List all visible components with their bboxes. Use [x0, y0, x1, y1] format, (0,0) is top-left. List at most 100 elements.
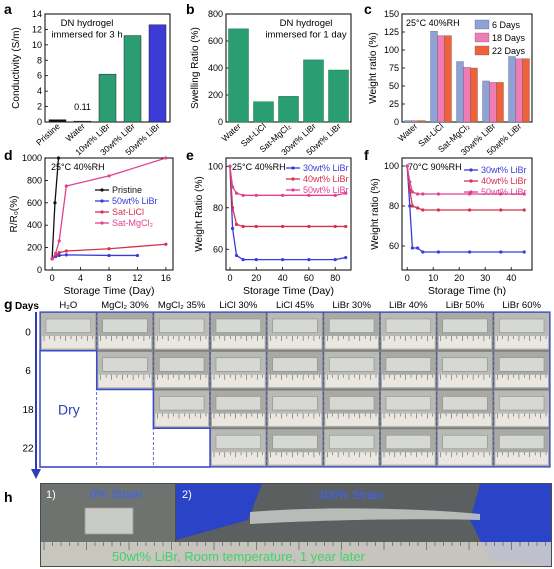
photo-caption: 50wt% LiBr, Room temperature, 1 year lat… — [112, 549, 366, 564]
x-tick-label: 10 — [428, 273, 438, 283]
legend-marker — [100, 199, 104, 203]
x-tick-label: 20 — [454, 273, 464, 283]
legend-marker — [100, 221, 104, 225]
y-tick-label: 50 — [389, 81, 399, 91]
annotation: 25°C 40%RH — [51, 162, 105, 172]
panel-letter: f — [364, 147, 369, 163]
legend-swatch — [474, 32, 490, 43]
data-point — [436, 250, 440, 254]
y-tick-label: 60 — [389, 241, 399, 251]
bar — [303, 59, 324, 123]
column-header: H₂O — [59, 300, 77, 311]
hydrogel-sample — [442, 434, 488, 450]
y-tick-label: 600 — [27, 198, 42, 208]
data-point — [468, 250, 472, 254]
bar — [482, 80, 490, 123]
panel-letter: g — [4, 296, 13, 312]
data-point — [421, 250, 425, 254]
series-line — [51, 158, 60, 259]
annotation: 25°C 40%RH — [406, 18, 460, 28]
bar — [328, 69, 349, 123]
hydrogel-sample — [385, 357, 431, 372]
data-point — [307, 224, 311, 229]
data-point — [344, 255, 348, 260]
hydrogel-sample — [102, 318, 148, 333]
legend-marker — [291, 188, 295, 192]
bar — [418, 120, 426, 123]
bar — [522, 58, 530, 123]
hydrogel-sample — [215, 357, 261, 372]
y-axis-label: Swelling Ratio (%) — [190, 27, 201, 109]
bar — [430, 31, 438, 123]
y-tick-label: 12 — [32, 24, 42, 34]
data-point — [254, 193, 258, 197]
x-tick-label: 40 — [506, 273, 516, 283]
data-point — [333, 258, 337, 262]
legend-label: 50wt% LiBr — [481, 187, 527, 197]
hydrogel-sample — [159, 357, 205, 372]
y-tick-label: 100 — [384, 161, 399, 171]
bar — [278, 96, 299, 123]
data-point — [416, 206, 420, 210]
chart-d: d 0 200 400 600 800 1000 R/R₀(%) 0 4 8 12 16 Storage … — [4, 147, 174, 297]
hydrogel-sample — [385, 318, 431, 333]
column-header: LiCl 30% — [219, 300, 258, 311]
ruler — [495, 374, 548, 388]
data-point — [408, 204, 412, 208]
y-axis-label: Conductivity (S/m) — [11, 27, 22, 109]
x-tick-label: 20 — [251, 273, 261, 283]
sub-label-1: 1) — [46, 489, 56, 501]
y-tick-label: 25 — [389, 99, 399, 109]
time-arrowhead — [31, 469, 41, 479]
data-point — [408, 180, 412, 184]
data-point — [410, 190, 414, 194]
ruler — [212, 452, 265, 465]
y-tick-label: 600 — [208, 36, 223, 46]
data-point — [522, 250, 526, 254]
ruler — [438, 452, 492, 465]
bar — [48, 119, 67, 123]
bar — [515, 58, 523, 123]
legend-marker — [469, 190, 473, 194]
data-point — [499, 250, 503, 254]
y-tick-label: 0 — [394, 117, 399, 127]
y-tick-label: 800 — [27, 175, 42, 185]
column-header: LiBr 50% — [446, 300, 485, 311]
y-tick-label: 200 — [208, 90, 223, 100]
data-point — [344, 224, 348, 229]
data-point — [499, 208, 503, 212]
data-point — [522, 192, 526, 196]
data-point — [421, 208, 425, 212]
data-point — [280, 224, 285, 229]
panel-letter: c — [364, 1, 372, 17]
legend-label: 40wt% LiBr — [303, 174, 349, 184]
y-tick-label: 0 — [37, 265, 42, 275]
data-point — [107, 247, 111, 251]
hydrogel-sample — [385, 434, 431, 450]
chart-c: c 0 25 50 75 100 125 150 Weight ratio (%) 25°C 40… — [364, 1, 533, 157]
data-point — [410, 246, 414, 250]
data-point — [522, 208, 526, 212]
data-point — [436, 208, 440, 212]
y-tick-label: 80 — [389, 201, 399, 211]
hydrogel-sample — [442, 318, 488, 333]
chart-title: immersed for 1 day — [265, 30, 347, 41]
ruler — [325, 336, 378, 349]
data-point — [408, 188, 412, 192]
bar — [73, 120, 92, 123]
y-tick-label: 14 — [32, 9, 42, 19]
hydrogel-sample — [45, 318, 91, 333]
bar — [123, 35, 142, 123]
data-point — [344, 191, 348, 195]
x-axis-label: Storage Time (h) — [428, 285, 506, 297]
y-tick-label: 0 — [37, 117, 42, 127]
y-tick-label: 75 — [389, 63, 399, 73]
y-tick-label: 60 — [213, 244, 223, 254]
data-label: 0.11 — [74, 102, 91, 112]
sub-label-2: 2) — [182, 489, 192, 501]
bar — [148, 24, 167, 123]
hydrogel-sample — [329, 396, 375, 411]
bar — [98, 73, 117, 123]
strain-label-2: 400% Strain — [318, 488, 383, 502]
